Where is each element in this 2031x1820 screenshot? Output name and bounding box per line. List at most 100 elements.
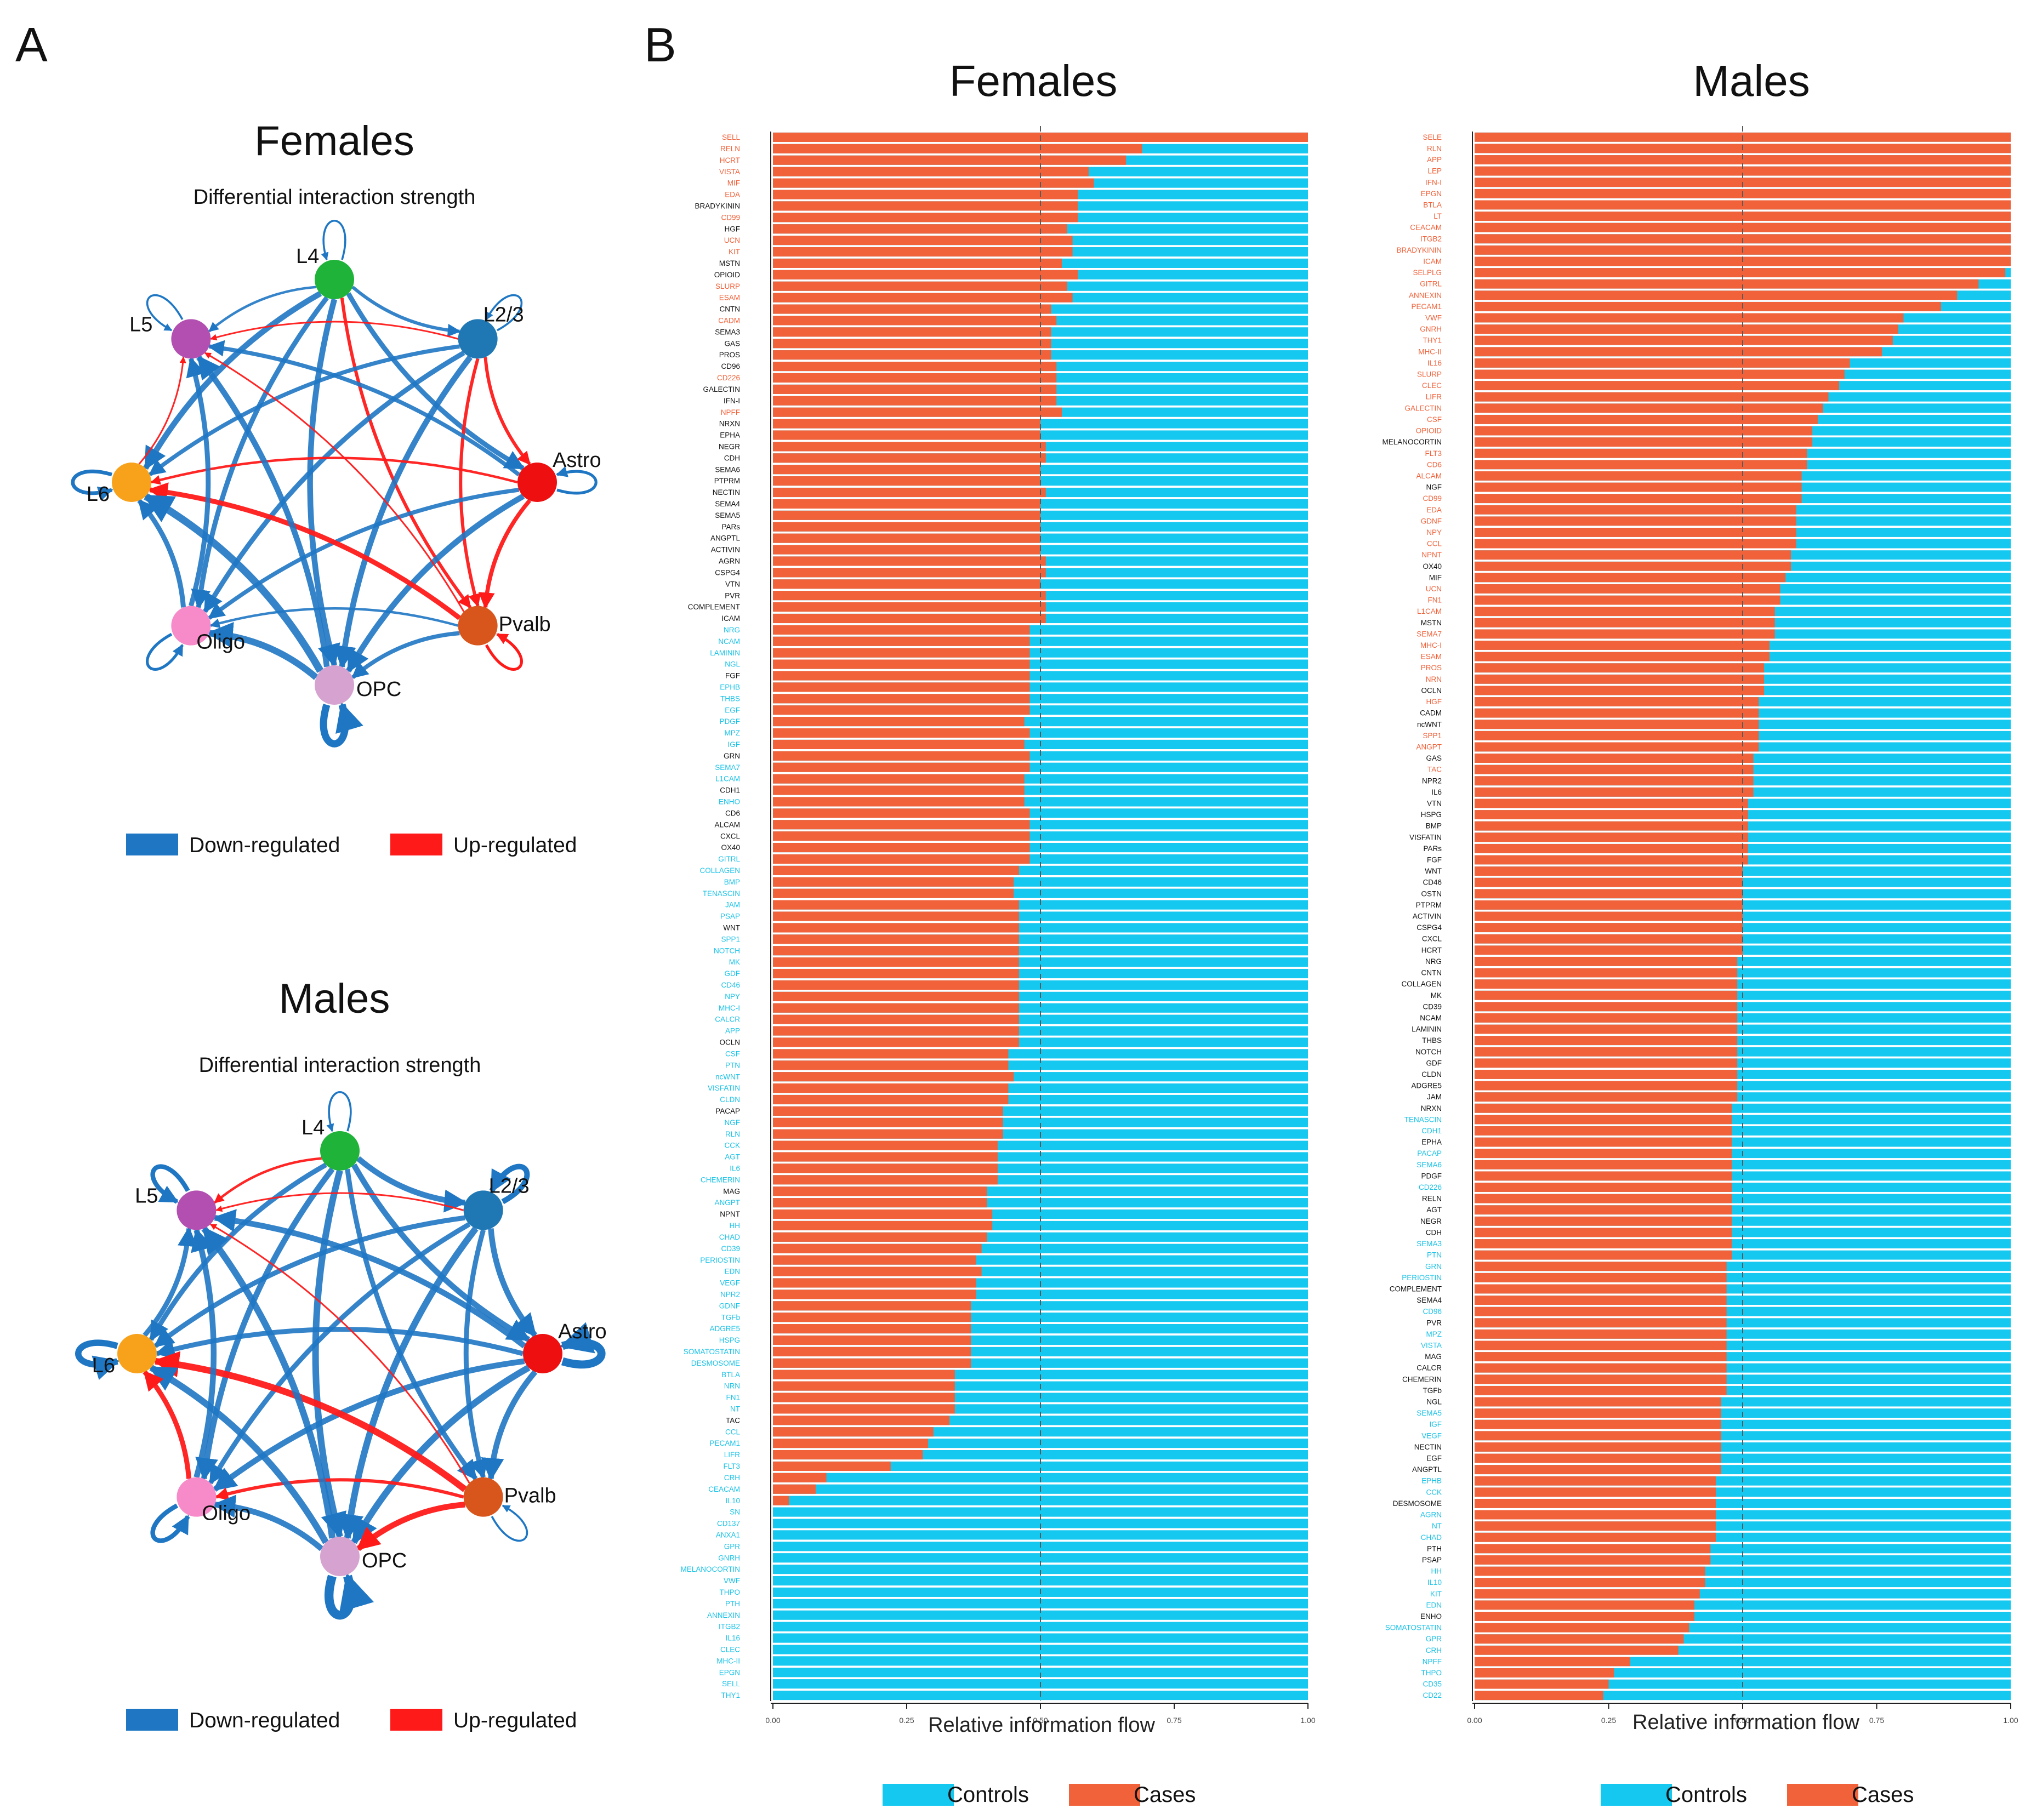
edge-pvalb-to-opc — [356, 1502, 465, 1551]
category-label-gdnf: GDNF — [1421, 517, 1442, 525]
bar-cases-pros — [1475, 663, 1765, 673]
bar-cases-selplg — [1475, 268, 2006, 278]
bar-cases-tgfb — [773, 1313, 971, 1322]
category-label-ifn-i: IFN-I — [724, 397, 740, 405]
bar-cases-notch — [1475, 1047, 1738, 1057]
edge-l4-to-opc — [307, 298, 340, 668]
bar-cases-negr — [773, 442, 1046, 452]
bar-controls-melanocortin — [773, 1565, 1308, 1574]
category-label-tac: TAC — [726, 1416, 740, 1424]
node-label-l5: L5 — [129, 313, 152, 336]
category-label-galectin: GALECTIN — [703, 385, 740, 393]
edge-astro-to-opc — [351, 1365, 531, 1545]
bar-cases-esam — [773, 293, 1073, 303]
node-label-astro: Astro — [553, 449, 601, 472]
category-label-mhc-ii: MHC-II — [1418, 347, 1442, 356]
category-label-icam: ICAM — [1423, 257, 1442, 265]
node-label-l6: L6 — [92, 1354, 115, 1377]
category-label-itgb2: ITGB2 — [719, 1623, 740, 1631]
bar-cases-gdnf — [773, 1301, 971, 1311]
bar-cases-hh — [1475, 1566, 1705, 1576]
bar-cases-ptprm — [1475, 900, 1743, 910]
category-label-gas: GAS — [1426, 754, 1442, 762]
bar-cases-cd39 — [1475, 1002, 1738, 1012]
edge-astro-to-pvalb — [478, 499, 532, 609]
category-label-crh: CRH — [1426, 1646, 1442, 1654]
bar-cases-rln — [773, 1129, 1003, 1139]
bar-title-females: Females — [949, 56, 1118, 105]
self-loop-l2-3 — [489, 1163, 530, 1205]
bar-title-males: Males — [1693, 56, 1810, 105]
category-label-gitrl: GITRL — [718, 855, 740, 863]
bar-cases-psap — [773, 911, 1019, 921]
category-label-anxa1: ANXA1 — [716, 1531, 740, 1539]
legend-cases-swatch — [1787, 1784, 1858, 1806]
category-label-thy1: THY1 — [721, 1691, 740, 1699]
bar-cases-activin — [773, 545, 1040, 555]
edge-pvalb-to-oligo — [215, 1478, 464, 1500]
category-label-bradykinin: BRADYKININ — [695, 202, 740, 210]
edge-astro-to-l5 — [212, 1209, 526, 1349]
bar-cases-icam — [773, 613, 1046, 624]
bar-cases-complement — [773, 602, 1046, 612]
bar-cases-hspg — [773, 1335, 971, 1345]
category-label-collagen: COLLAGEN — [1401, 980, 1442, 988]
bar-cases-hspg — [1475, 810, 1748, 820]
bar-cases-periostin — [1475, 1273, 1727, 1282]
category-label-vegf: VEGF — [720, 1279, 740, 1287]
bar-cases-jam — [1475, 1092, 1738, 1102]
bar-cases-vista — [773, 167, 1089, 176]
category-label-ngl: NGL — [725, 660, 740, 669]
x-tick-label-2: 0.50 — [1033, 1716, 1048, 1725]
bar-controls-cd137 — [773, 1519, 1308, 1528]
node-astro — [523, 1334, 562, 1373]
category-label-desmosome: DESMOSOME — [1393, 1499, 1442, 1508]
category-label-negr: NEGR — [1420, 1217, 1442, 1225]
bar-cases-desmosome — [773, 1358, 971, 1368]
node-l4 — [320, 1131, 360, 1171]
category-label-agt: AGT — [1426, 1206, 1442, 1214]
category-label-somatostatin: SOMATOSTATIN — [1385, 1624, 1442, 1632]
bar-cases-tenascin — [1475, 1115, 1732, 1125]
category-label-vtn: VTN — [725, 580, 740, 588]
bar-cases-ngf — [773, 1117, 1003, 1127]
category-label-npr2: NPR2 — [720, 1290, 740, 1298]
category-label-ncwnt: ncWNT — [715, 1072, 740, 1081]
category-label-nt: NT — [730, 1405, 740, 1413]
node-oligo — [171, 606, 211, 646]
category-label-clec: CLEC — [1422, 381, 1442, 390]
bar-cases-ncam — [1475, 1013, 1738, 1023]
edge-oligo-to-l6 — [137, 499, 186, 608]
bar-cases-chemerin — [773, 1175, 998, 1185]
category-label-tenascin: TENASCIN — [703, 889, 740, 898]
edge-oligo-to-l5 — [186, 356, 211, 607]
node-label-opc: OPC — [362, 1549, 407, 1572]
category-label-tenascin: TENASCIN — [1404, 1115, 1442, 1123]
category-label-vwf: VWF — [724, 1577, 740, 1585]
edge-pvalb-to-opc — [351, 631, 460, 680]
bar-cases-npy — [1475, 528, 1796, 537]
legend-controls-label: Controls — [1665, 1783, 1747, 1807]
bar-cases-eda — [773, 190, 1078, 199]
category-label-collagen: COLLAGEN — [699, 866, 740, 875]
bar-cases-nrxn — [1475, 1103, 1732, 1113]
bar-controls-gnrh — [773, 1553, 1308, 1563]
x-tick-label-4: 1.00 — [2003, 1716, 2018, 1725]
edge-opc-to-l6 — [143, 493, 324, 673]
bar-cases-gpr — [1475, 1634, 1684, 1644]
bar-cases-hcrt — [1475, 945, 1743, 955]
edge-astro-to-oligo — [213, 1358, 525, 1492]
category-label-tgfb: TGFb — [1423, 1387, 1442, 1395]
category-label-thy1: THY1 — [1423, 336, 1442, 345]
category-label-pacap: PACAP — [715, 1107, 740, 1115]
category-label-pecam1: PECAM1 — [1411, 303, 1442, 311]
network-females: L4 L2/3 Astro Pvalb OPC Oligo L6 L5 — [71, 220, 601, 748]
edge-oligo-to-l6 — [143, 1370, 192, 1479]
category-label-mag: MAG — [1425, 1353, 1442, 1361]
category-label-hh: HH — [1431, 1567, 1442, 1576]
category-label-melanocortin: MELANOCORTIN — [680, 1565, 740, 1573]
category-label-enho: ENHO — [1420, 1612, 1442, 1621]
bar-cases-pars — [773, 522, 1040, 532]
category-label-chemerin: CHEMERIN — [1402, 1375, 1442, 1383]
